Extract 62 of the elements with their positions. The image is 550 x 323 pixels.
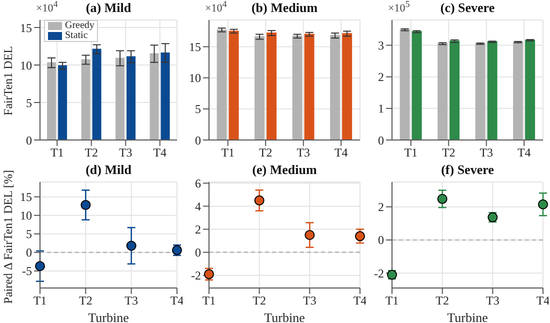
x-axis-title: Turbine	[447, 310, 488, 323]
text: ×10$^{4}$	[36, 0, 58, 15]
x-tick-label: T1	[221, 146, 235, 160]
x-tick-label: T1	[33, 294, 47, 308]
x-tick-label: T3	[302, 294, 316, 308]
chart-title: (d) Mild	[84, 162, 132, 178]
y-tick-label: -2	[191, 268, 201, 283]
y-tick-label: 15	[189, 40, 201, 54]
y-tick-label: 0	[26, 246, 32, 260]
y-tick-label: 2	[378, 200, 384, 214]
y-tick-label: 0	[195, 246, 201, 260]
y-tick-label: 3	[378, 38, 384, 53]
y-tick-label: 0	[378, 233, 384, 248]
y-tick-label: 0	[26, 133, 32, 148]
y-tick-label: -2	[374, 266, 384, 280]
x-tick-label: T1	[50, 146, 64, 160]
y-tick-label: 5	[26, 227, 32, 242]
y-tick-label: 15	[20, 190, 32, 204]
x-tick-label: T3	[118, 146, 132, 160]
x-tick-label: T4	[517, 146, 531, 160]
y-tick-label: 1	[378, 102, 384, 116]
x-tick-label: T1	[385, 294, 399, 308]
x-tick-label: T3	[296, 146, 310, 160]
legend-label: Greedy	[65, 20, 94, 31]
y-tick-label: 0	[378, 133, 384, 148]
text: ×10$^{5}$	[388, 0, 410, 15]
y-axis-title: Paired Δ FairTen1 DEL [%]	[0, 170, 16, 304]
x-tick-label: T3	[480, 146, 494, 160]
chart-title: (b) Medium	[251, 0, 318, 15]
x-tick-label: T2	[258, 146, 272, 160]
chart-title: (e) Medium	[251, 162, 318, 178]
x-tick-label: T4	[153, 146, 167, 160]
chart-title: (f) Severe	[440, 162, 495, 178]
y-tick-label: 2	[195, 222, 201, 236]
x-tick-label: T3	[124, 294, 138, 308]
y-axis-title: FairTen1 DEL	[0, 46, 16, 116]
y-tick-label: 10	[20, 58, 32, 72]
x-tick-label: T2	[84, 146, 98, 160]
chart-title: (c) Severe	[440, 0, 495, 15]
x-tick-label: T2	[442, 146, 456, 160]
x-tick-label: T4	[334, 146, 348, 160]
y-tick-label: 5	[26, 96, 32, 110]
y-tick-label: 15	[20, 20, 32, 35]
y-tick-label: 10	[20, 208, 32, 223]
y-tick-label: 0	[195, 133, 201, 148]
legend-label: Static	[65, 30, 88, 41]
x-tick-label: T3	[486, 294, 500, 308]
y-tick-label: 4	[195, 199, 201, 214]
x-tick-label: T1	[404, 146, 418, 160]
x-tick-label: T1	[202, 294, 216, 308]
x-tick-label: T2	[78, 294, 92, 308]
y-tick-label: -5	[22, 264, 32, 278]
y-tick-label: 2	[378, 70, 384, 84]
y-tick-label: 10	[189, 71, 201, 86]
x-tick-label: T2	[252, 294, 266, 308]
chart-title: (a) Mild	[86, 0, 132, 15]
x-axis-title: Turbine	[88, 310, 130, 323]
y-tick-label: 6	[195, 176, 201, 190]
x-axis-title: Turbine	[264, 310, 306, 323]
y-tick-label: 5	[195, 102, 201, 116]
text: ×10$^{4}$	[205, 0, 227, 15]
x-tick-label: T2	[436, 294, 450, 308]
